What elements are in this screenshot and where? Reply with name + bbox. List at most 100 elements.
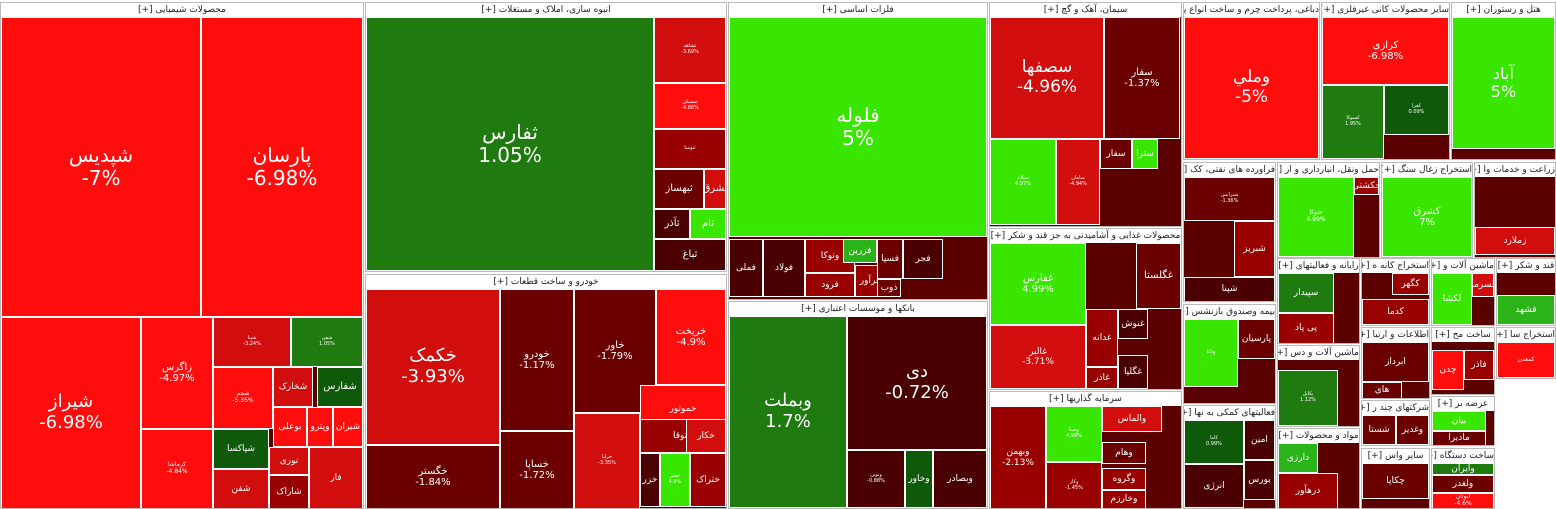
stock-tile[interactable]: شفن — [213, 469, 269, 508]
stock-tile[interactable]: شپنا — [1184, 277, 1275, 301]
stock-tile[interactable]: کگهر — [1392, 273, 1429, 295]
stock-tile[interactable]: خزر — [640, 453, 660, 507]
sector-s3[interactable]: خودرو و ساخت قطعات [+] خکمک -3.93% خگستر -1.… — [365, 274, 727, 509]
stock-tile[interactable]: وخارزم — [1102, 490, 1146, 508]
stock-tile[interactable]: بیان — [1432, 411, 1486, 431]
stock-tile[interactable]: حکشتی — [1354, 177, 1379, 195]
sector-title[interactable]: حمل ونقل، انبارداری و ار [+] — [1278, 163, 1379, 177]
stock-tile[interactable]: غنوش — [1118, 309, 1148, 339]
sector-title[interactable]: محصولات شیمیایی [+] — [1, 3, 363, 17]
sector-title[interactable]: استخراج زغال سنگ [+] — [1382, 163, 1472, 177]
sector-title[interactable]: ماشین آلات و دس [+] — [1278, 346, 1359, 360]
sector-s11[interactable]: هتل و رستوران [+] آباد 5% — [1451, 2, 1556, 160]
sector-s18[interactable]: ماشین آلات و [+] لکشا لسرما — [1431, 258, 1495, 326]
stock-tile[interactable]: شفن 1.05% — [291, 317, 363, 367]
stock-tile[interactable]: فسپا — [877, 239, 903, 279]
stock-tile[interactable]: ثباغ — [654, 239, 726, 271]
stock-tile[interactable]: کاما 0.99% — [1184, 420, 1244, 464]
stock-tile[interactable]: بکابل 1.12% — [1278, 370, 1338, 426]
stock-tile[interactable]: شجم -5.35% — [213, 367, 273, 429]
stock-tile[interactable]: کدما — [1362, 299, 1429, 325]
sector-title[interactable]: استخراج سا [+] — [1497, 328, 1555, 342]
sector-title[interactable]: ساخت مح [+] — [1432, 328, 1494, 342]
stock-tile[interactable]: چدن — [1432, 350, 1464, 390]
stock-tile[interactable]: لکشا — [1432, 273, 1472, 325]
sector-title[interactable]: خودرو و ساخت قطعات [+] — [366, 275, 726, 289]
stock-tile[interactable]: شاراک — [269, 475, 309, 508]
stock-tile[interactable]: ودانا — [1184, 319, 1238, 387]
sector-s24[interactable]: استخراج سا [+] کمعدن — [1496, 327, 1556, 379]
stock-tile[interactable]: شخارک — [273, 367, 313, 407]
sector-title[interactable]: هتل و رستوران [+] — [1452, 3, 1555, 17]
sector-title[interactable]: سرمایه گذاریها [+] — [990, 392, 1181, 406]
stock-tile[interactable]: شپدیس -7% — [1, 17, 201, 317]
stock-tile[interactable]: ثشرق — [704, 169, 726, 209]
sector-s25[interactable]: فعالیتهای کمکی به نها [+] کاما 0.99% امین بو… — [1183, 405, 1276, 509]
stock-tile[interactable]: زملارد — [1475, 227, 1555, 255]
stock-tile[interactable]: وبهمن -2.13% — [990, 406, 1046, 508]
stock-tile[interactable]: وبصادر — [933, 450, 987, 508]
sector-s6[interactable]: سیمان، آهک و گچ [+] سصفها -4.96% سفار -1.37%… — [989, 2, 1182, 227]
sector-s23[interactable]: ساخت مح [+] چدن فاذر — [1431, 327, 1495, 395]
stock-tile[interactable]: وکار -1.45% — [1046, 462, 1102, 508]
stock-tile[interactable]: وملي -5% — [1184, 17, 1319, 159]
stock-tile[interactable]: خکمک -3.93% — [366, 289, 500, 445]
stock-tile[interactable]: وپترو — [307, 407, 333, 447]
sector-title[interactable]: ماشین آلات و [+] — [1432, 259, 1494, 273]
sector-title[interactable]: شرکتهای چند ر [+] — [1362, 401, 1429, 415]
sector-s13[interactable]: حمل ونقل، انبارداری و ار [+]حتوکا4.99%حک… — [1277, 162, 1380, 258]
stock-tile[interactable]: بورس — [1244, 460, 1275, 500]
sector-title[interactable]: بیمه وصندوق بازنشس [+] — [1184, 305, 1275, 319]
stock-tile[interactable]: شیراز -6.98% — [1, 317, 141, 508]
stock-tile[interactable]: فار — [309, 447, 363, 508]
stock-tile[interactable]: خساپا -1.72% — [500, 431, 574, 508]
sector-title[interactable]: ساخت دستگاه [+] — [1432, 449, 1494, 463]
stock-tile[interactable]: کفرا 0.09% — [1384, 85, 1449, 135]
stock-tile[interactable]: شیران — [333, 407, 363, 447]
sector-title[interactable]: فعالیتهای کمکی به نها [+] — [1184, 406, 1275, 420]
stock-tile[interactable]: بوعلی — [273, 407, 307, 447]
stock-tile[interactable]: ثفارس 1.05% — [366, 17, 654, 271]
stock-tile[interactable]: ثآذر — [654, 209, 690, 239]
stock-tile[interactable]: خکار — [686, 419, 726, 453]
stock-tile[interactable]: وایران — [1432, 463, 1494, 475]
stock-tile[interactable]: شفارس — [317, 367, 363, 407]
stock-tile[interactable]: خفنر 4.9% — [660, 453, 690, 507]
stock-tile[interactable]: وخاور — [905, 450, 933, 508]
stock-tile[interactable]: غگلپا — [1118, 355, 1148, 389]
stock-tile[interactable]: حتوکا 4.99% — [1278, 177, 1354, 257]
stock-tile[interactable]: ونوین -0.88% — [847, 450, 905, 508]
sector-title[interactable]: زراعت و خدمات وا [+] — [1475, 163, 1555, 177]
stock-tile[interactable]: ثنوسا — [654, 129, 726, 169]
stock-tile[interactable]: دارزی — [1278, 443, 1318, 473]
sector-title[interactable]: اطلاعات و ارتبا [+] — [1362, 328, 1429, 342]
sector-s2[interactable]: انبوه سازی، املاک و مستغلات [+] ثفارس 1.05… — [365, 2, 727, 272]
stock-tile[interactable]: غفارس 4.99% — [990, 243, 1086, 325]
stock-tile[interactable]: فلوله 5% — [729, 17, 987, 237]
stock-tile[interactable]: سصفها -4.96% — [990, 17, 1104, 139]
stock-tile[interactable]: ثبهساز — [654, 169, 704, 209]
stock-tile[interactable]: شستا — [1362, 415, 1396, 445]
sector-title[interactable]: فراورده های نفتی، کک [+] — [1184, 163, 1275, 177]
stock-tile[interactable]: سیلام 4.97% — [990, 139, 1056, 225]
sector-title[interactable]: استخراج کانه ه [+] — [1362, 259, 1429, 273]
sector-s10[interactable]: سایر محصولات کانی غیرفلزی [+] کرازی -6.98%… — [1321, 2, 1450, 160]
stock-tile[interactable]: ثام — [690, 209, 726, 239]
sector-s27[interactable]: شرکتهای چند ر [+] شستا وغدیر — [1361, 400, 1430, 446]
sector-s8[interactable]: سرمایه گذاریها [+] وبهمن -2.13% وصنا 4.99% وک… — [989, 391, 1182, 509]
sector-s29[interactable]: ساخت دستگاه [+]وایران ولغدر لبوتان-4.6% — [1431, 448, 1495, 509]
stock-tile[interactable]: شبریز — [1234, 221, 1275, 277]
sector-title[interactable]: سایر محصولات کانی غیرفلزی [+] — [1322, 3, 1449, 17]
stock-tile[interactable]: وصنا 4.99% — [1046, 406, 1102, 462]
sector-s26[interactable]: مواد و محصولات [+] دارزی درهآور — [1277, 428, 1360, 509]
stock-tile[interactable]: وگروه — [1102, 468, 1146, 490]
sector-s15[interactable]: زراعت و خدمات وا [+] زملارد — [1474, 162, 1556, 258]
sector-title[interactable]: سایر واس [+] — [1362, 449, 1429, 463]
stock-tile[interactable]: شپنا -3.24% — [213, 317, 291, 367]
sector-title[interactable]: فلزات اساسی [+] — [729, 3, 987, 17]
stock-tile[interactable]: درهآور — [1278, 473, 1338, 508]
stock-tile[interactable]: خراپا -3.35% — [574, 413, 640, 508]
stock-tile[interactable]: ابرداز — [1362, 342, 1429, 382]
sector-s30[interactable]: سایر واس [+] چکاپا — [1361, 448, 1430, 509]
sector-s12[interactable]: فراورده های نفتی، کک [+]شترانس-1.36%شبری… — [1183, 162, 1276, 302]
